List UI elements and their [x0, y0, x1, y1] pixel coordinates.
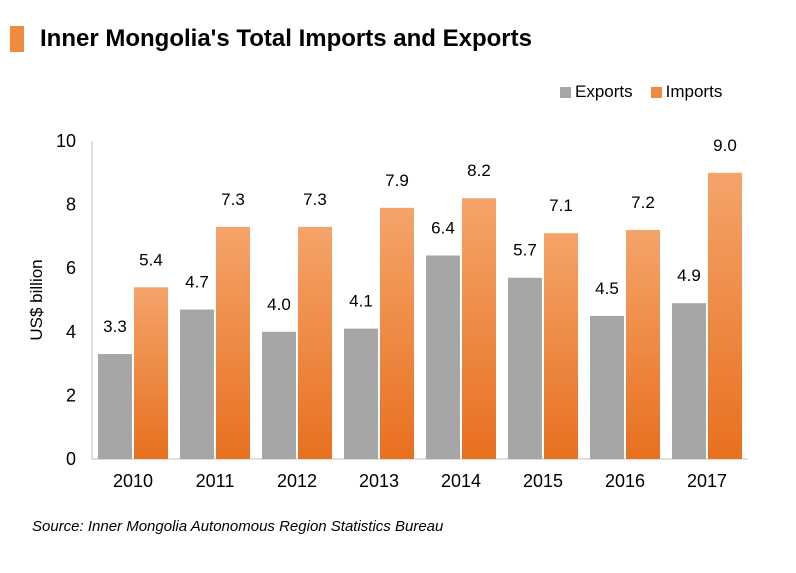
legend-label-imports: Imports [665, 82, 723, 101]
data-label-exports: 3.3 [103, 317, 127, 336]
data-label-imports: 9.0 [713, 136, 737, 155]
data-label-exports: 6.4 [431, 218, 455, 237]
legend-item-imports: Imports [650, 82, 723, 102]
x-tick-label: 2014 [441, 471, 481, 491]
bar-imports [216, 226, 250, 459]
bar-exports [590, 315, 624, 459]
legend-swatch-imports [650, 86, 662, 98]
y-axis-label: US$ billion [27, 259, 46, 340]
data-label-imports: 7.2 [631, 193, 655, 212]
bar-imports [626, 230, 660, 459]
data-label-imports: 7.3 [303, 190, 327, 209]
y-tick-label: 2 [66, 385, 76, 405]
legend: Exports Imports [560, 82, 740, 102]
bar-exports [262, 331, 296, 459]
bar-exports [344, 328, 378, 459]
bar-exports [672, 303, 706, 459]
legend-swatch-exports [560, 86, 571, 98]
data-label-exports: 4.0 [267, 295, 291, 314]
data-label-exports: 5.7 [513, 241, 537, 260]
bar-imports [462, 198, 496, 460]
data-label-imports: 7.9 [385, 171, 409, 190]
chart-title: Inner Mongolia's Total Imports and Expor… [40, 25, 532, 52]
x-tick-label: 2012 [277, 471, 317, 491]
source-note: Source: Inner Mongolia Autonomous Region… [32, 518, 444, 535]
legend-label-exports: Exports [575, 82, 633, 101]
x-tick-label: 2011 [196, 471, 235, 491]
data-label-imports: 7.1 [549, 196, 573, 215]
x-tick-label: 2016 [605, 471, 645, 491]
bar-imports [298, 226, 332, 459]
data-label-exports: 4.9 [677, 266, 701, 285]
y-tick-label: 10 [56, 131, 76, 151]
data-label-exports: 4.5 [595, 279, 619, 298]
x-tick-label: 2015 [523, 471, 563, 491]
bar-imports [134, 287, 168, 459]
y-tick-label: 6 [66, 258, 76, 278]
x-tick-label: 2017 [687, 471, 727, 491]
data-label-exports: 4.1 [349, 292, 373, 311]
bar-exports [508, 277, 542, 459]
data-label-imports: 8.2 [467, 161, 491, 180]
bar-imports [380, 207, 414, 459]
bar-exports [180, 309, 214, 459]
title-marker [10, 26, 24, 52]
bar-exports [426, 255, 460, 459]
bar-imports [708, 172, 742, 460]
legend-item-exports: Exports [560, 82, 633, 102]
data-label-exports: 4.7 [185, 273, 209, 292]
y-tick-label: 8 [66, 195, 76, 215]
data-label-imports: 7.3 [221, 190, 245, 209]
data-label-imports: 5.4 [139, 250, 163, 269]
bar-exports [98, 354, 132, 459]
y-tick-label: 0 [66, 449, 76, 469]
bar-imports [544, 233, 578, 459]
x-tick-label: 2010 [113, 471, 153, 491]
y-tick-label: 4 [66, 322, 76, 342]
x-tick-label: 2013 [359, 471, 399, 491]
